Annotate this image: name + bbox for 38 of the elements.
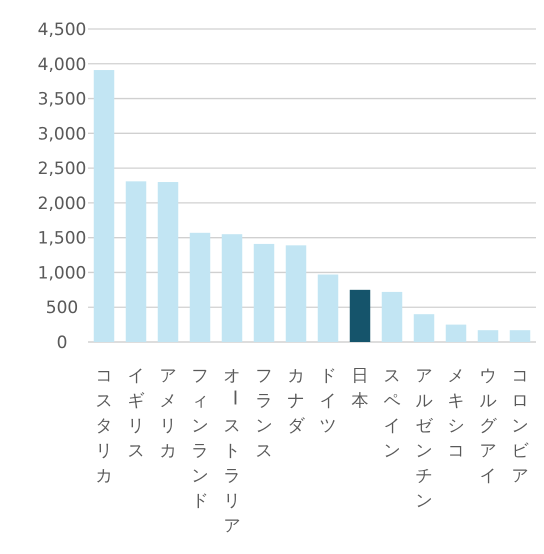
y-tick-label: 3,500 — [38, 90, 86, 110]
x-tick-label: カナダ — [288, 366, 306, 436]
bar — [222, 234, 242, 342]
x-tick-label: ウルグアイ — [480, 366, 498, 486]
y-tick-label: 500 — [46, 298, 78, 318]
x-tick-label: 日本 — [352, 366, 368, 411]
bar — [254, 244, 274, 342]
y-tick-label: 2,000 — [38, 194, 86, 214]
bar — [126, 181, 146, 342]
y-tick-label: 3,000 — [38, 124, 86, 144]
bar — [510, 330, 530, 342]
x-tick-label: アルゼンチン — [416, 366, 434, 511]
bar — [190, 232, 210, 342]
y-tick-label: 1,000 — [38, 263, 86, 284]
y-tick-label: 1,500 — [38, 228, 86, 249]
bar — [414, 314, 434, 342]
y-tick-label: 4,500 — [38, 20, 86, 40]
bar — [318, 274, 338, 342]
x-tick-label: イギリス — [128, 366, 144, 461]
bar — [382, 292, 402, 342]
bar — [286, 245, 306, 342]
bar — [94, 70, 114, 342]
x-tick-label: スペイン — [384, 366, 400, 461]
x-tick-label: フィンランド — [192, 366, 208, 511]
x-tick-label: コスタリカ — [96, 366, 112, 486]
x-tick-label: ドイツ — [320, 366, 336, 436]
y-tick-label: 0 — [56, 333, 68, 353]
y-tick-label: 2,500 — [38, 159, 86, 180]
bar — [478, 330, 498, 342]
x-tick-label: オーストラリア — [224, 366, 244, 536]
bar — [446, 324, 466, 342]
y-tick-label: 4,000 — [38, 54, 86, 75]
x-tick-label: メキシコ — [448, 366, 464, 461]
bar — [158, 182, 178, 342]
bar — [350, 290, 370, 342]
x-tick-label: フランス — [256, 366, 272, 461]
x-tick-label: アメリカ — [160, 366, 176, 461]
x-tick-label: コロンビア — [512, 366, 530, 486]
